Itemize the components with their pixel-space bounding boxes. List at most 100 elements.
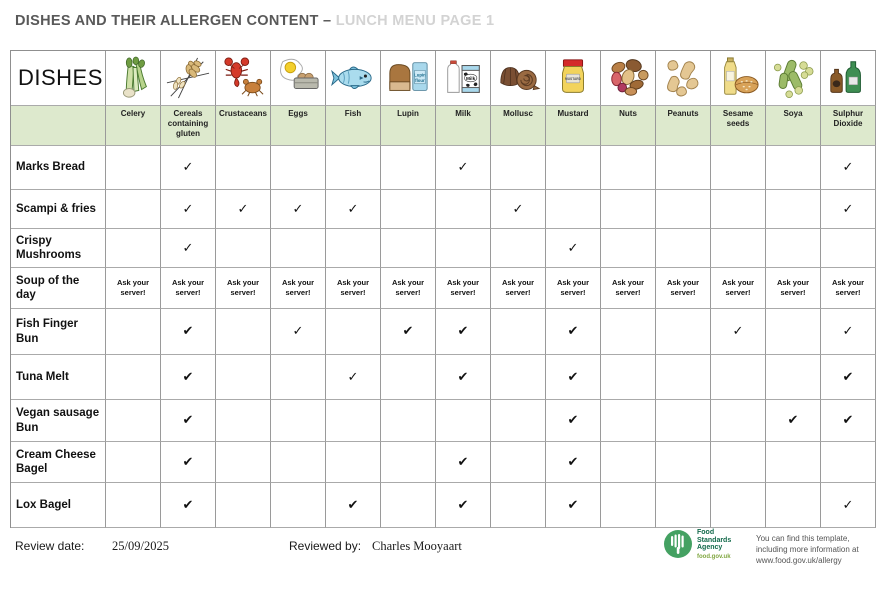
ask-server-cell: Ask your server!: [436, 268, 491, 309]
allergen-cell: [711, 190, 766, 229]
ask-server-cell: Ask your server!: [656, 268, 711, 309]
ask-server-cell: Ask your server!: [601, 268, 656, 309]
allergen-check-cell: ✔: [161, 309, 216, 355]
allergen-cell: [216, 146, 271, 190]
allergen-check-cell: ✔: [436, 483, 491, 528]
allergen-check-cell: ✔: [161, 400, 216, 442]
allergen-check-cell: ✓: [161, 229, 216, 268]
allergen-check-cell: ✓: [271, 309, 326, 355]
allergen-cell: [766, 190, 821, 229]
mollusc-icon: [495, 56, 541, 100]
template-note-line-1: You can find this template,: [756, 534, 850, 543]
celery-icon: [110, 56, 156, 100]
allergen-cell: [381, 442, 436, 483]
allergen-cell: [491, 309, 546, 355]
soya-icon: [770, 56, 816, 100]
allergen-cell: [326, 442, 381, 483]
dish-name: Lox Bagel: [11, 483, 106, 528]
allergen-cell: [546, 190, 601, 229]
allergen-cell: [766, 229, 821, 268]
allergen-cell: [106, 400, 161, 442]
allergen-cell: [216, 442, 271, 483]
fsa-url: food.gov.uk: [697, 553, 731, 560]
title-highlight: LUNCH MENU PAGE 1: [335, 13, 495, 29]
allergen-check-cell: ✔: [546, 442, 601, 483]
allergen-cell: [491, 355, 546, 400]
allergen-icon-cell-mustard: [546, 51, 601, 106]
allergen-check-cell: ✓: [546, 229, 601, 268]
allergen-cell: [766, 483, 821, 528]
allergen-icon-cell-milk: [436, 51, 491, 106]
allergen-cell: [271, 400, 326, 442]
dish-name: Scampi & fries: [11, 190, 106, 229]
ask-server-cell: Ask your server!: [821, 268, 876, 309]
allergen-check-cell: ✓: [326, 355, 381, 400]
allergen-cell: [766, 309, 821, 355]
allergen-check-cell: ✓: [326, 190, 381, 229]
allergen-check-cell: ✔: [546, 309, 601, 355]
ask-server-cell: Ask your server!: [546, 268, 601, 309]
allergen-cell: [106, 442, 161, 483]
title-main: DISHES AND THEIR ALLERGEN CONTENT –: [15, 13, 332, 29]
allergen-check-cell: ✓: [161, 190, 216, 229]
allergen-icon-cell-soya: [766, 51, 821, 106]
allergen-cell: [381, 400, 436, 442]
allergen-label-fish: Fish: [326, 106, 381, 146]
ask-server-cell: Ask your server!: [216, 268, 271, 309]
allergen-cell: [821, 442, 876, 483]
allergen-check-cell: ✓: [216, 190, 271, 229]
allergen-cell: [656, 190, 711, 229]
allergen-label-milk: Milk: [436, 106, 491, 146]
wheat-icon: [165, 56, 211, 100]
allergen-cell: [216, 483, 271, 528]
milk-icon: [440, 56, 486, 100]
allergen-label-nuts: Nuts: [601, 106, 656, 146]
allergen-cell: [271, 355, 326, 400]
allergen-label-celery: Celery: [106, 106, 161, 146]
allergen-cell: [656, 309, 711, 355]
allergen-cell: [601, 309, 656, 355]
peanuts-icon: [660, 56, 706, 100]
dish-name: Fish Finger Bun: [11, 309, 106, 355]
allergen-check-cell: ✔: [821, 400, 876, 442]
lupin-icon: [385, 56, 431, 100]
allergen-check-cell: ✔: [436, 309, 491, 355]
allergen-check-cell: ✓: [821, 309, 876, 355]
fsa-logo-text: Food Standards Agency food.gov.uk: [697, 529, 731, 560]
template-note-line-2: including more information at: [756, 545, 859, 555]
allergen-cell: [326, 229, 381, 268]
fsa-logo-icon: [664, 530, 692, 558]
allergen-label-peanuts: Peanuts: [656, 106, 711, 146]
allergen-icon-cell-nuts: [601, 51, 656, 106]
fsa-line-1: Food: [697, 529, 715, 536]
allergen-cell: [711, 146, 766, 190]
allergen-check-cell: ✔: [546, 483, 601, 528]
allergen-check-cell: ✔: [161, 483, 216, 528]
allergen-cell: [216, 400, 271, 442]
allergen-cell: [381, 483, 436, 528]
allergen-cell: [601, 146, 656, 190]
allergen-cell: [601, 442, 656, 483]
fsa-logo: Food Standards Agency food.gov.uk: [663, 529, 731, 560]
allergen-cell: [216, 355, 271, 400]
ask-server-cell: Ask your server!: [326, 268, 381, 309]
allergen-label-sulphur-dioxide: Sulphur Dioxide: [821, 106, 876, 146]
allergen-check-cell: ✔: [161, 442, 216, 483]
allergen-cell: [106, 146, 161, 190]
allergen-check-cell: ✓: [821, 483, 876, 528]
allergen-cell: [601, 483, 656, 528]
review-date-value: 25/09/2025: [112, 539, 169, 553]
allergen-check-cell: ✔: [381, 309, 436, 355]
allergen-cell: [436, 190, 491, 229]
allergen-cell: [326, 309, 381, 355]
allergen-cell: [766, 146, 821, 190]
allergen-cell: [381, 229, 436, 268]
allergen-cell: [216, 309, 271, 355]
allergen-cell: [271, 483, 326, 528]
allergen-cell: [601, 229, 656, 268]
allergen-cell: [381, 190, 436, 229]
allergen-icon-cell-eggs: [271, 51, 326, 106]
allergen-label-crustaceans: Crustaceans: [216, 106, 271, 146]
allergen-check-cell: ✓: [161, 146, 216, 190]
allergen-cell: [546, 146, 601, 190]
